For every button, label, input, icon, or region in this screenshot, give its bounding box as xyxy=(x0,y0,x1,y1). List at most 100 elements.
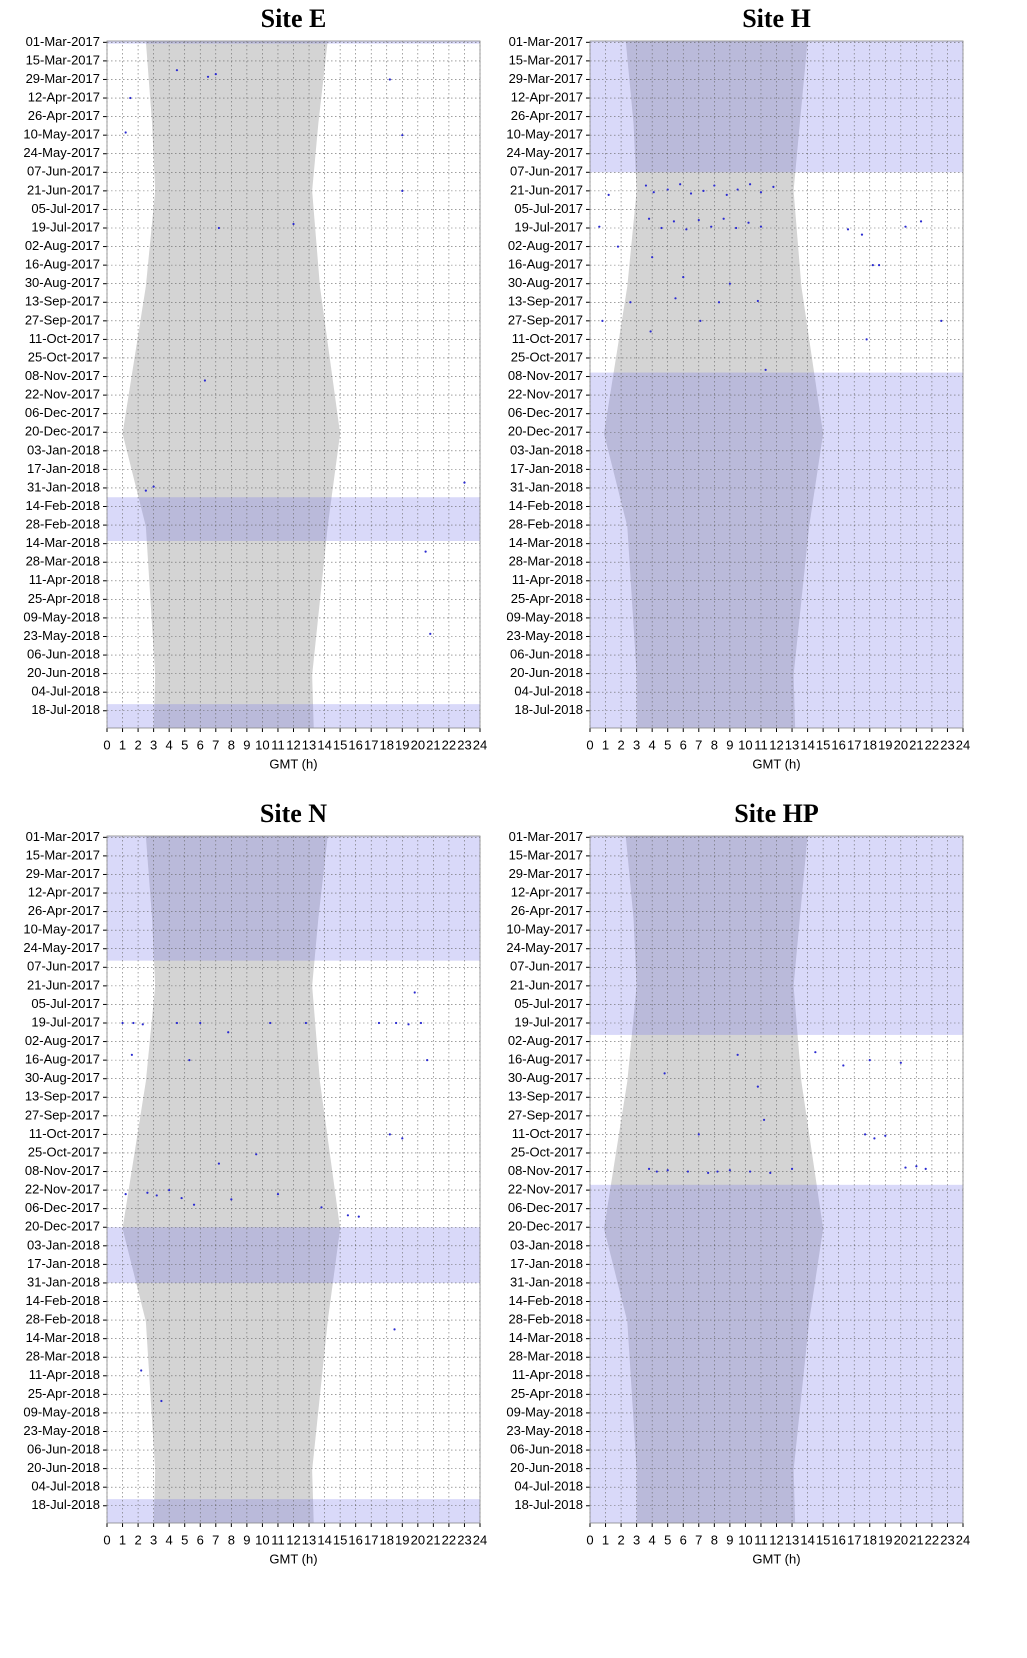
panel: Site N0 1 2 3 4 5 6 7 8 9 10 11 12 13 14 15 16 17 18 19 20 21… xyxy=(23,799,487,1566)
y-tick-label: 28-Feb-2018 xyxy=(26,1312,100,1327)
y-tick-label: 22-Nov-2017 xyxy=(25,1182,100,1197)
x-tick-label: 22 xyxy=(925,1532,939,1547)
x-tick-label: 0 xyxy=(586,737,593,752)
y-tick-label: 24-May-2017 xyxy=(506,145,583,160)
detection xyxy=(188,1059,191,1062)
y-tick-label: 24-May-2017 xyxy=(506,940,583,955)
detection xyxy=(772,185,775,188)
detection xyxy=(734,226,738,230)
y-tick-label: 20-Jun-2018 xyxy=(510,665,583,680)
y-tick-label: 05-Jul-2017 xyxy=(31,201,100,216)
x-tick-label: 4 xyxy=(166,737,173,752)
detection xyxy=(666,1169,669,1172)
y-tick-label: 21-Jun-2017 xyxy=(510,977,583,992)
y-tick-label: 04-Jul-2018 xyxy=(31,684,100,699)
y-tick-label: 13-Sep-2017 xyxy=(508,1089,583,1104)
y-tick-label: 16-Aug-2017 xyxy=(508,257,583,272)
x-tick-label: 4 xyxy=(649,737,656,752)
detection xyxy=(217,226,220,230)
detection xyxy=(759,225,763,228)
x-tick-label: 7 xyxy=(212,1532,219,1547)
y-tick-label: 04-Jul-2018 xyxy=(31,1479,100,1494)
x-tick-label: 19 xyxy=(395,1532,409,1547)
detection xyxy=(616,245,620,248)
detection xyxy=(725,193,728,196)
x-tick-label: 0 xyxy=(103,1532,110,1547)
y-tick-label: 25-Oct-2017 xyxy=(28,349,100,364)
y-tick-label: 22-Nov-2017 xyxy=(508,387,583,402)
y-tick-label: 27-Sep-2017 xyxy=(25,1107,100,1122)
detection xyxy=(292,222,295,226)
x-tick-label: 15 xyxy=(333,737,347,752)
detection xyxy=(129,96,132,100)
detection xyxy=(710,225,713,228)
y-tick-label: 31-Jan-2018 xyxy=(27,479,100,494)
y-tick-label: 29-Mar-2017 xyxy=(26,866,100,881)
chart-title: Site HP xyxy=(734,799,819,828)
x-tick-label: 9 xyxy=(243,737,250,752)
detection xyxy=(660,226,663,230)
plot-frame xyxy=(106,835,481,1524)
detection xyxy=(728,282,731,285)
y-tick-label: 14-Mar-2018 xyxy=(509,535,583,550)
chart-title: Site H xyxy=(742,4,811,33)
x-tick-label: 10 xyxy=(738,1532,752,1547)
detection xyxy=(413,991,416,994)
y-tick-label: 31-Jan-2018 xyxy=(510,1274,583,1289)
y-tick-label: 06-Dec-2017 xyxy=(508,405,583,420)
y-tick-label: 19-Jul-2017 xyxy=(514,1014,583,1029)
detection xyxy=(269,1021,272,1025)
y-tick-label: 19-Jul-2017 xyxy=(514,219,583,234)
y-tick-label: 11-Apr-2018 xyxy=(512,1367,583,1382)
detection xyxy=(756,299,759,303)
x-tick-label: 11 xyxy=(271,737,285,752)
detection xyxy=(121,1021,124,1025)
x-tick-label: 11 xyxy=(754,1532,768,1547)
x-tick-label: 14 xyxy=(317,1532,331,1547)
plot-frame xyxy=(589,835,964,1524)
y-tick-label: 28-Mar-2018 xyxy=(509,554,583,569)
detection xyxy=(674,297,677,300)
x-tick-label: 20 xyxy=(894,737,908,752)
x-tick-label: 18 xyxy=(380,737,394,752)
detection xyxy=(214,73,217,76)
y-tick-label: 02-Aug-2017 xyxy=(508,1033,583,1048)
x-tick-label: 3 xyxy=(150,1532,157,1547)
x-tick-label: 13 xyxy=(785,737,799,752)
y-tick-label: 28-Mar-2018 xyxy=(509,1349,583,1364)
x-tick-label: 13 xyxy=(302,1532,316,1547)
x-tick-label: 24 xyxy=(473,737,487,752)
plot-frame xyxy=(106,40,481,729)
y-tick-label: 20-Jun-2018 xyxy=(27,1460,100,1475)
detection xyxy=(203,379,207,382)
y-tick-label: 05-Jul-2017 xyxy=(31,996,100,1011)
y-tick-label: 29-Mar-2017 xyxy=(509,71,583,86)
detection xyxy=(713,184,716,187)
detection xyxy=(697,1133,700,1136)
y-tick-label: 15-Mar-2017 xyxy=(26,847,100,862)
detection xyxy=(736,188,739,191)
y-tick-label: 05-Jul-2017 xyxy=(514,201,583,216)
y-tick-label: 14-Feb-2018 xyxy=(26,498,100,513)
x-tick-label: 18 xyxy=(380,1532,394,1547)
detection xyxy=(915,1165,918,1168)
x-tick-label: 22 xyxy=(442,737,456,752)
detection xyxy=(716,1170,719,1173)
x-tick-label: 6 xyxy=(680,1532,687,1547)
y-tick-label: 14-Feb-2018 xyxy=(26,1293,100,1308)
shaded-period xyxy=(107,836,480,961)
y-tick-label: 27-Sep-2017 xyxy=(508,1107,583,1122)
y-tick-label: 08-Nov-2017 xyxy=(508,368,583,383)
x-tick-label: 11 xyxy=(271,1532,285,1547)
y-tick-label: 26-Apr-2017 xyxy=(511,903,583,918)
x-tick-label: 5 xyxy=(664,737,671,752)
x-tick-label: 13 xyxy=(785,1532,799,1547)
detection xyxy=(666,188,669,191)
detection xyxy=(199,1021,202,1025)
detection xyxy=(652,191,655,194)
detection xyxy=(124,1192,127,1196)
x-tick-label: 1 xyxy=(602,737,609,752)
y-tick-label: 28-Feb-2018 xyxy=(509,1312,583,1327)
x-tick-label: 16 xyxy=(831,737,845,752)
y-tick-label: 14-Mar-2018 xyxy=(26,1330,100,1345)
